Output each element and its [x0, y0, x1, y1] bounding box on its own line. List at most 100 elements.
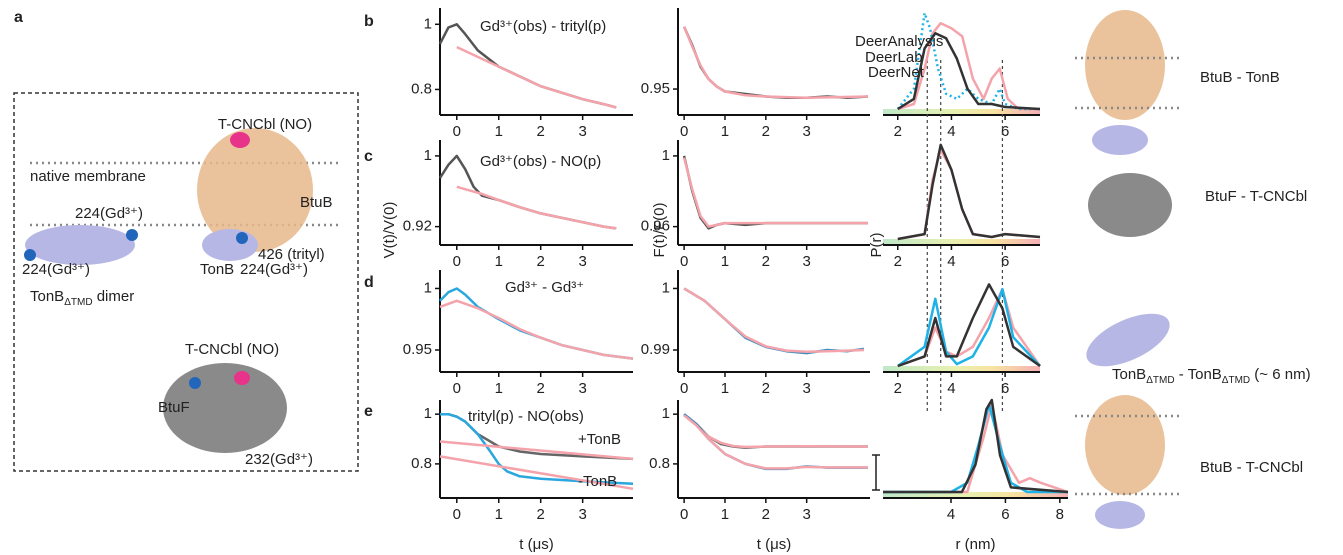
- x-tick-label: 6: [1001, 123, 1009, 140]
- structure-label: 224(Gd³⁺): [240, 261, 308, 278]
- y-axis-label: P(r): [868, 233, 885, 258]
- tonb: [1092, 125, 1148, 155]
- x-tick-label: 3: [578, 380, 586, 397]
- text-part: TonB: [30, 288, 64, 305]
- x-axis-label: t (μs): [519, 536, 553, 553]
- panel-letter: c: [364, 148, 373, 165]
- series-line: [682, 26, 869, 100]
- x-tick-label: 1: [721, 253, 729, 270]
- tonb: [1095, 501, 1145, 529]
- y-tick-label: 1: [424, 147, 432, 164]
- x-tick-label: 0: [680, 123, 688, 140]
- x-axis-label: r (nm): [956, 536, 996, 553]
- x-tick-label: 3: [578, 253, 586, 270]
- series-line: [897, 32, 1041, 111]
- x-tick-label: 8: [1056, 506, 1064, 523]
- x-tick-label: 1: [495, 253, 503, 270]
- structure-label: T-CNCbl (NO): [185, 341, 279, 358]
- series-line: [438, 23, 617, 109]
- x-tick-label: 0: [453, 253, 461, 270]
- x-tick-label: 0: [680, 380, 688, 397]
- series-line: [456, 185, 617, 230]
- structure-label: BtuB - T-CNCbl: [1200, 459, 1303, 476]
- series-line: [883, 403, 1068, 494]
- structure-label: TonB: [200, 261, 234, 278]
- panel-letter: a: [14, 9, 23, 26]
- text-part: - TonB: [1175, 366, 1222, 383]
- y-tick-label: 0.92: [403, 218, 432, 235]
- series-line: [682, 155, 868, 230]
- x-tick-label: 3: [803, 506, 811, 523]
- text-part: BtuF: [158, 399, 190, 416]
- series-line: [683, 287, 864, 354]
- series-line: [682, 157, 868, 228]
- y-tick-label: 1: [424, 15, 432, 32]
- y-tick-label: 0.8: [649, 455, 670, 472]
- ligand: [234, 371, 250, 385]
- x-tick-label: 6: [1001, 380, 1009, 397]
- structure-label: 224(Gd³⁺): [22, 261, 90, 278]
- btub-structure: [197, 128, 313, 252]
- spin-label: [189, 377, 201, 389]
- series-line: [683, 414, 868, 470]
- x-tick-label: 1: [721, 506, 729, 523]
- spin-label: [236, 232, 248, 244]
- structure-label: BtuB: [300, 194, 333, 211]
- x-tick-label: 3: [803, 253, 811, 270]
- x-tick-label: 4: [947, 506, 955, 523]
- series-line: [683, 287, 865, 355]
- x-tick-label: 3: [803, 380, 811, 397]
- x-tick-label: 3: [578, 123, 586, 140]
- text-part: TonB: [1112, 366, 1146, 383]
- x-tick-label: 2: [762, 253, 770, 270]
- structure-label: native membrane: [30, 168, 146, 185]
- y-axis-label: F(t)/F(0): [651, 203, 668, 258]
- subscript: ΔTMD: [64, 297, 92, 308]
- x-tick-label: 3: [578, 506, 586, 523]
- x-tick-label: 1: [721, 380, 729, 397]
- btuf-structure: [1088, 173, 1172, 237]
- x-tick-label: 1: [495, 123, 503, 140]
- text-part: T-CNCbl (NO): [185, 341, 279, 358]
- series-line: [439, 440, 634, 461]
- x-tick-label: 4: [947, 253, 955, 270]
- spin-label: [24, 249, 36, 261]
- y-tick-label: 1: [424, 405, 432, 422]
- x-tick-label: 2: [537, 123, 545, 140]
- y-tick-label: 0.95: [403, 341, 432, 358]
- series-line: [897, 21, 1040, 111]
- y-tick-label: 1: [662, 279, 670, 296]
- text-part: 426 (trityl): [258, 246, 325, 263]
- y-tick-label: 0.8: [411, 80, 432, 97]
- panel-box: [13, 92, 359, 472]
- x-tick-label: 1: [495, 380, 503, 397]
- chart-title: Gd³⁺ - Gd³⁺: [505, 279, 584, 296]
- tonb-dimer: [25, 225, 135, 265]
- structure-label: BtuB - TonB: [1200, 69, 1280, 86]
- legend-entry: DeerAnalysis: [855, 33, 943, 50]
- structure-label: T-CNCbl (NO): [218, 116, 312, 133]
- series-line: [883, 403, 1069, 494]
- structure-label: BtuF - T-CNCbl: [1205, 188, 1307, 205]
- structure-label: TonBΔTMD dimer: [30, 288, 134, 308]
- spin-label: [126, 229, 138, 241]
- distance-range-bar: [883, 492, 1068, 498]
- distance-range-bar: [883, 239, 1040, 245]
- x-tick-label: 0: [453, 123, 461, 140]
- text-part: BtuB - TonB: [1200, 69, 1280, 86]
- text-part: BtuB: [300, 194, 333, 211]
- y-tick-label: 0.95: [641, 80, 670, 97]
- x-tick-label: 0: [453, 506, 461, 523]
- text-part: native membrane: [30, 168, 146, 185]
- structure-label: 224(Gd³⁺): [75, 205, 143, 222]
- text-part: dimer: [93, 288, 135, 305]
- text-part: BtuB - T-CNCbl: [1200, 459, 1303, 476]
- subscript: ΔTMD: [1222, 375, 1250, 386]
- series-line: [440, 412, 634, 486]
- text-part: T-CNCbl (NO): [218, 116, 312, 133]
- structure-label: TonBΔTMD - TonBΔTMD (~ 6 nm): [1112, 366, 1311, 386]
- distance-range-bar: [883, 366, 1040, 372]
- text-part: 224(Gd³⁺): [75, 205, 143, 222]
- text-part: 232(Gd³⁺): [245, 451, 313, 468]
- x-tick-label: 0: [680, 506, 688, 523]
